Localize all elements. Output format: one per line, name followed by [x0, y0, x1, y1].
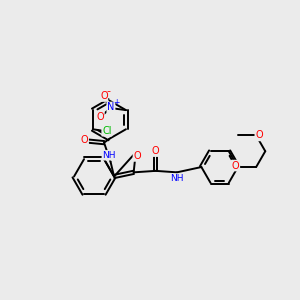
Text: O: O — [152, 146, 160, 156]
Text: Cl: Cl — [102, 126, 112, 136]
Text: -: - — [106, 86, 110, 96]
Text: N: N — [107, 103, 115, 112]
Text: O: O — [255, 130, 263, 140]
Text: O: O — [97, 112, 104, 122]
Text: O: O — [80, 135, 88, 145]
Text: O: O — [100, 91, 108, 101]
Text: O: O — [232, 160, 239, 171]
Text: NH: NH — [102, 151, 116, 160]
Text: +: + — [113, 98, 119, 107]
Text: NH: NH — [170, 174, 184, 183]
Text: O: O — [134, 151, 141, 161]
